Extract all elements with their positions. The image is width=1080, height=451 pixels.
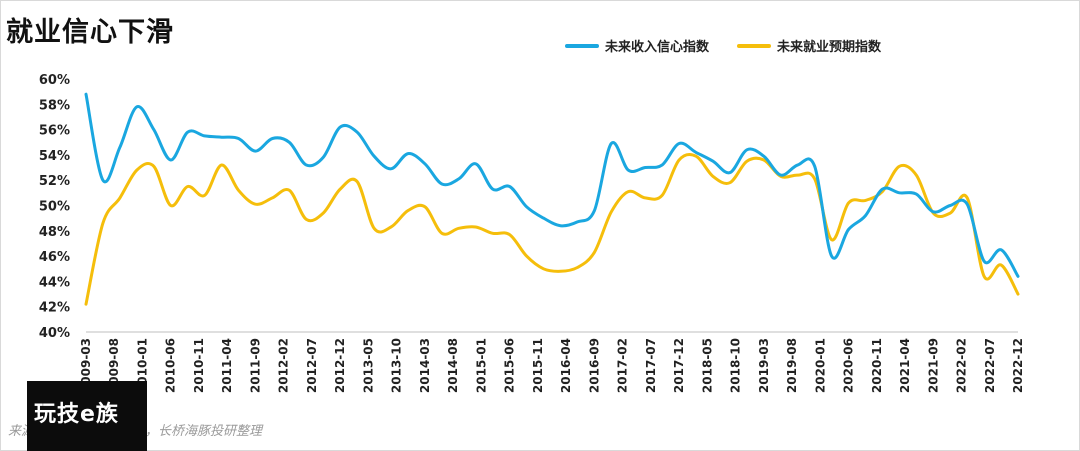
x-tick-label: 2012-12 (333, 338, 347, 393)
x-tick-label: 2020-01 (813, 338, 827, 393)
y-tick-label: 56% (39, 124, 70, 139)
legend-item-income: 未来收入信心指数 (565, 36, 709, 55)
legend-item-employment: 未来就业预期指数 (737, 36, 881, 55)
x-tick-label: 2009-03 (79, 338, 93, 393)
x-tick-label: 2013-10 (390, 338, 404, 393)
x-tick-label: 2017-12 (672, 338, 686, 393)
x-tick-label: 2010-01 (135, 338, 149, 393)
x-tick-label: 2015-01 (474, 338, 488, 393)
x-tick-label: 2017-07 (644, 338, 658, 393)
y-tick-label: 44% (39, 275, 70, 290)
x-tick-label: 2012-07 (305, 338, 319, 393)
x-tick-label: 2018-10 (729, 338, 743, 393)
x-tick-label: 2014-08 (446, 338, 460, 393)
y-tick-label: 52% (39, 174, 70, 189)
y-tick-label: 58% (39, 98, 70, 113)
watermark-badge-text: 玩技e族 (34, 402, 119, 427)
x-tick-label: 2022-07 (983, 338, 997, 393)
x-tick-label: 2021-09 (926, 338, 940, 393)
legend-label-employment: 未来就业预期指数 (777, 40, 882, 55)
x-tick-label: 2021-04 (898, 338, 912, 393)
series-layer (84, 92, 1020, 306)
x-tick-label: 2013-05 (361, 338, 375, 393)
x-tick-label: 2022-02 (955, 338, 969, 393)
series-line-income (84, 92, 1020, 278)
legend-swatch-employment (737, 43, 772, 48)
x-tick-label: 2016-04 (559, 338, 573, 393)
y-tick-label: 40% (39, 326, 70, 341)
y-tick-label: 54% (39, 149, 70, 164)
y-tick-label: 50% (39, 200, 70, 215)
legend-label-income: 未来收入信心指数 (605, 40, 710, 55)
x-tick-label: 2011-09 (248, 338, 262, 393)
x-tick-label: 2010-06 (164, 338, 178, 393)
chart-title: 就业信心下滑 (6, 17, 174, 48)
watermark-badge (27, 381, 147, 451)
x-tick-label: 2015-06 (503, 338, 517, 393)
x-tick-label: 2012-02 (277, 338, 291, 393)
x-tick-label: 2016-09 (587, 338, 601, 393)
series-line-employment (84, 152, 1020, 306)
x-tick-label: 2019-03 (757, 338, 771, 393)
x-tick-label: 2009-08 (107, 338, 121, 393)
y-tick-label: 60% (39, 73, 70, 88)
legend-swatch-income (565, 43, 599, 48)
x-tick-label: 2014-03 (418, 338, 432, 393)
x-tick-label: 2010-11 (192, 338, 206, 393)
x-tick-label: 2015-11 (531, 338, 545, 393)
y-tick-label: 46% (39, 250, 70, 265)
chart-legend: 未来收入信心指数 未来就业预期指数 (565, 36, 881, 55)
y-tick-label: 42% (39, 301, 70, 316)
x-tick-label: 2011-04 (220, 338, 234, 393)
x-tick-label: 2020-11 (870, 338, 884, 393)
x-tick-label: 2018-05 (700, 338, 714, 393)
y-tick-label: 48% (39, 225, 70, 240)
y-axis: 40% 42% 44% 46% 48% 50% 52% 54% 56% 58% 60% (39, 73, 70, 341)
x-tick-label: 2019-08 (785, 338, 799, 393)
x-axis: 2009-03 2009-08 2010-01 2010-06 2010-11 2011-… (79, 331, 1025, 393)
x-tick-label: 2022-12 (1011, 338, 1025, 393)
x-tick-label: 2020-06 (842, 338, 856, 393)
x-tick-label: 2017-02 (616, 338, 630, 393)
